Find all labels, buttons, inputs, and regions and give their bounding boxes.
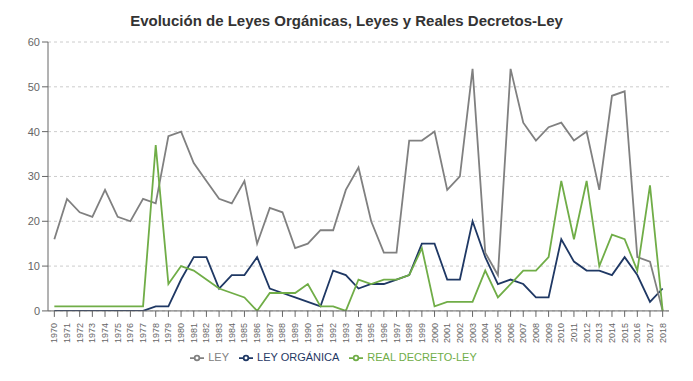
svg-text:1999: 1999 bbox=[417, 323, 427, 343]
svg-text:1981: 1981 bbox=[189, 323, 199, 343]
svg-text:10: 10 bbox=[28, 260, 40, 272]
svg-text:1994: 1994 bbox=[354, 323, 364, 343]
svg-text:1987: 1987 bbox=[265, 323, 275, 343]
svg-text:1986: 1986 bbox=[252, 323, 262, 343]
svg-text:1995: 1995 bbox=[366, 323, 376, 343]
html-text:LEY: LEY bbox=[208, 350, 229, 363]
svg-text:1976: 1976 bbox=[125, 323, 135, 343]
svg-text:2007: 2007 bbox=[518, 323, 528, 343]
svg-text:1992: 1992 bbox=[328, 323, 338, 343]
svg-text:2011: 2011 bbox=[569, 323, 579, 342]
svg-text:1991: 1991 bbox=[315, 323, 325, 343]
svg-text:1989: 1989 bbox=[290, 323, 300, 343]
svg-text:2016: 2016 bbox=[632, 323, 642, 343]
svg-text:1980: 1980 bbox=[176, 323, 186, 343]
svg-text:2005: 2005 bbox=[493, 323, 503, 343]
svg-text:2015: 2015 bbox=[620, 323, 630, 343]
svg-text:1978: 1978 bbox=[151, 323, 161, 343]
html-text:REAL DECRETO-LEY: REAL DECRETO-LEY bbox=[367, 350, 477, 363]
svg-text:2008: 2008 bbox=[531, 323, 541, 343]
svg-text:2006: 2006 bbox=[506, 323, 516, 343]
svg-text:1996: 1996 bbox=[379, 323, 389, 343]
svg-text:1975: 1975 bbox=[113, 323, 123, 343]
svg-text:1970: 1970 bbox=[49, 323, 59, 343]
svg-text:1971: 1971 bbox=[62, 323, 72, 343]
svg-text:1998: 1998 bbox=[404, 323, 414, 343]
svg-text:1985: 1985 bbox=[239, 323, 249, 343]
svg-text:2004: 2004 bbox=[480, 323, 490, 343]
html-text:Evolución de Leyes Orgánicas,: Evolución de Leyes Orgánicas, Leyes y Re… bbox=[130, 12, 563, 29]
svg-text:1973: 1973 bbox=[87, 323, 97, 343]
svg-text:1997: 1997 bbox=[392, 323, 402, 343]
svg-text:2010: 2010 bbox=[556, 323, 566, 343]
svg-text:1977: 1977 bbox=[138, 323, 148, 343]
svg-text:2000: 2000 bbox=[430, 323, 440, 343]
svg-text:1982: 1982 bbox=[201, 323, 211, 343]
svg-text:60: 60 bbox=[28, 36, 40, 48]
svg-text:1984: 1984 bbox=[227, 323, 237, 343]
svg-text:1990: 1990 bbox=[303, 323, 313, 343]
svg-text:2009: 2009 bbox=[544, 323, 554, 343]
svg-text:40: 40 bbox=[28, 126, 40, 138]
svg-text:2003: 2003 bbox=[468, 323, 478, 343]
svg-text:1979: 1979 bbox=[163, 323, 173, 343]
svg-text:2012: 2012 bbox=[582, 323, 592, 343]
html-text:LEY ORGÁNICA: LEY ORGÁNICA bbox=[257, 350, 340, 363]
svg-text:1988: 1988 bbox=[277, 323, 287, 343]
svg-text:0: 0 bbox=[34, 305, 40, 317]
svg-text:1993: 1993 bbox=[341, 323, 351, 343]
svg-text:2001: 2001 bbox=[442, 323, 452, 343]
svg-text:50: 50 bbox=[28, 81, 40, 93]
svg-text:2013: 2013 bbox=[594, 323, 604, 343]
svg-text:2017: 2017 bbox=[645, 323, 655, 343]
svg-text:1972: 1972 bbox=[75, 323, 85, 343]
svg-text:2018: 2018 bbox=[658, 323, 668, 343]
svg-text:1983: 1983 bbox=[214, 323, 224, 343]
svg-text:1974: 1974 bbox=[100, 323, 110, 343]
svg-text:20: 20 bbox=[28, 215, 40, 227]
svg-text:2014: 2014 bbox=[607, 323, 617, 343]
svg-text:2002: 2002 bbox=[455, 323, 465, 343]
svg-text:30: 30 bbox=[28, 170, 40, 182]
